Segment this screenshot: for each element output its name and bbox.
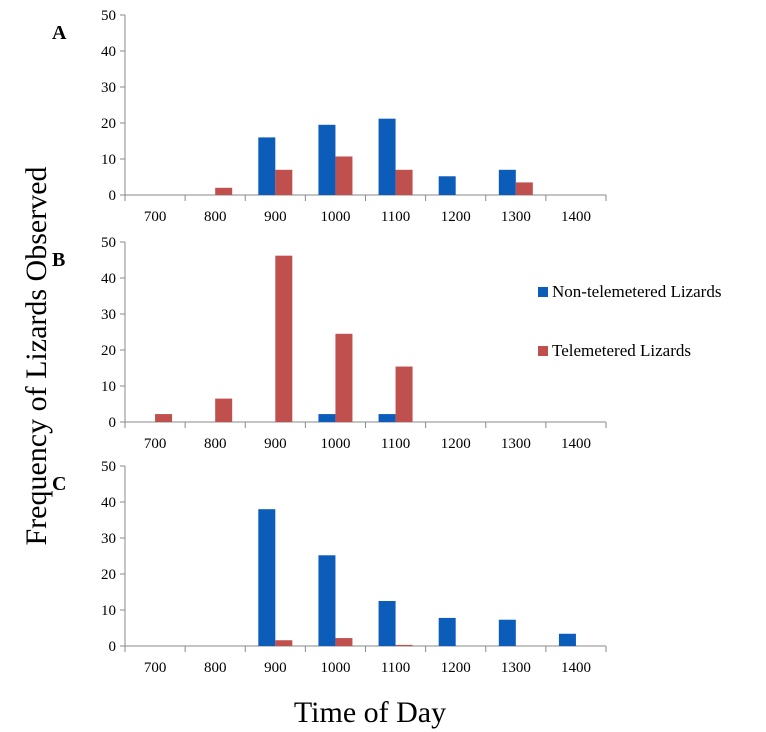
y-tick-label: 40 bbox=[101, 271, 116, 287]
bar-telemetered-900 bbox=[275, 640, 293, 646]
panel-label: A bbox=[52, 22, 67, 44]
x-tick-label: 1100 bbox=[381, 436, 410, 452]
bar-telemetered-1000 bbox=[335, 156, 353, 195]
bar-non-telemetered-1100 bbox=[378, 118, 396, 195]
x-tick-label: 1300 bbox=[501, 660, 531, 676]
x-tick-label: 1200 bbox=[441, 436, 471, 452]
x-tick-label: 900 bbox=[264, 660, 287, 676]
x-tick-label: 1300 bbox=[501, 436, 531, 452]
bar-telemetered-800 bbox=[215, 187, 233, 195]
y-tick-label: 30 bbox=[101, 531, 116, 547]
legend: Non-telemetered Lizards Telemetered Liza… bbox=[538, 282, 721, 360]
y-tick-label: 10 bbox=[101, 152, 116, 168]
y-tick-label: 10 bbox=[101, 603, 116, 619]
bar-non-telemetered-1100 bbox=[378, 601, 396, 646]
x-tick-label: 800 bbox=[204, 436, 227, 452]
x-tick-label: 900 bbox=[264, 436, 287, 452]
bar-non-telemetered-1000 bbox=[318, 124, 336, 195]
legend-swatch-telemetered bbox=[538, 346, 548, 356]
y-tick-label: 50 bbox=[101, 8, 116, 24]
bar-telemetered-900 bbox=[275, 255, 293, 422]
y-tick-label: 20 bbox=[101, 116, 116, 132]
x-tick-label: 1000 bbox=[320, 209, 350, 225]
bar-telemetered-800 bbox=[215, 398, 233, 422]
bar-non-telemetered-1000 bbox=[318, 414, 336, 422]
bar-telemetered-1100 bbox=[395, 169, 413, 195]
bar-non-telemetered-900 bbox=[258, 509, 276, 646]
x-tick-label: 1200 bbox=[441, 209, 471, 225]
legend-label-non-telemetered: Non-telemetered Lizards bbox=[552, 282, 721, 301]
bar-telemetered-1100 bbox=[395, 644, 413, 646]
bar-telemetered-1000 bbox=[335, 333, 353, 422]
x-axis-title: Time of Day bbox=[294, 696, 446, 729]
legend-label-telemetered: Telemetered Lizards bbox=[552, 341, 691, 360]
y-tick-label: 10 bbox=[101, 379, 116, 395]
x-tick-label: 700 bbox=[144, 436, 167, 452]
y-tick-label: 0 bbox=[109, 188, 117, 204]
y-tick-label: 0 bbox=[109, 415, 117, 431]
bar-non-telemetered-1200 bbox=[438, 176, 456, 195]
bar-telemetered-1300 bbox=[515, 182, 533, 195]
bar-telemetered-1000 bbox=[335, 638, 353, 646]
panel-a: A 0 10 20 30 40 50 700 800 900 1000 1100 1200 1300 140… bbox=[52, 8, 607, 225]
bar-non-telemetered-900 bbox=[258, 137, 276, 195]
y-tick-label: 0 bbox=[109, 639, 117, 655]
x-tick-label: 900 bbox=[264, 209, 287, 225]
y-tick-label: 50 bbox=[101, 235, 116, 251]
panel-label: C bbox=[52, 473, 66, 495]
y-axis-title: Frequency of Lizards Observed bbox=[20, 166, 53, 545]
bar-non-telemetered-1000 bbox=[318, 555, 336, 646]
panel-c: C 0 10 20 30 40 50 700 800 900 1000 1100 1200 1300 140… bbox=[52, 459, 607, 676]
x-tick-label: 700 bbox=[144, 209, 167, 225]
y-tick-label: 50 bbox=[101, 459, 116, 475]
x-tick-label: 800 bbox=[204, 660, 227, 676]
x-tick-label: 1000 bbox=[320, 660, 350, 676]
y-tick-label: 40 bbox=[101, 495, 116, 511]
bar-non-telemetered-1200 bbox=[438, 617, 456, 646]
panel-b: B 0 10 20 30 40 50 700 800 900 1000 1100 1200 1300 140… bbox=[52, 235, 607, 452]
y-tick-label: 30 bbox=[101, 80, 116, 96]
panel-label: B bbox=[52, 249, 65, 271]
y-tick-label: 20 bbox=[101, 567, 116, 583]
x-tick-label: 1400 bbox=[561, 209, 591, 225]
y-tick-label: 30 bbox=[101, 307, 116, 323]
x-tick-label: 1100 bbox=[381, 209, 410, 225]
x-tick-label: 1400 bbox=[561, 436, 591, 452]
bar-non-telemetered-1400 bbox=[558, 633, 576, 646]
bar-non-telemetered-1100 bbox=[378, 414, 396, 422]
x-tick-label: 1300 bbox=[501, 209, 531, 225]
x-tick-label: 1100 bbox=[381, 660, 410, 676]
x-tick-label: 800 bbox=[204, 209, 227, 225]
y-tick-label: 20 bbox=[101, 343, 116, 359]
bar-non-telemetered-1300 bbox=[498, 619, 516, 646]
bar-telemetered-700 bbox=[155, 414, 173, 422]
y-tick-label: 40 bbox=[101, 44, 116, 60]
bar-telemetered-900 bbox=[275, 169, 293, 195]
bar-non-telemetered-1300 bbox=[498, 169, 516, 195]
bar-telemetered-1100 bbox=[395, 366, 413, 422]
x-tick-label: 1200 bbox=[441, 660, 471, 676]
x-tick-label: 1400 bbox=[561, 660, 591, 676]
x-tick-label: 700 bbox=[144, 660, 167, 676]
legend-swatch-non-telemetered bbox=[538, 287, 548, 297]
x-tick-label: 1000 bbox=[320, 436, 350, 452]
